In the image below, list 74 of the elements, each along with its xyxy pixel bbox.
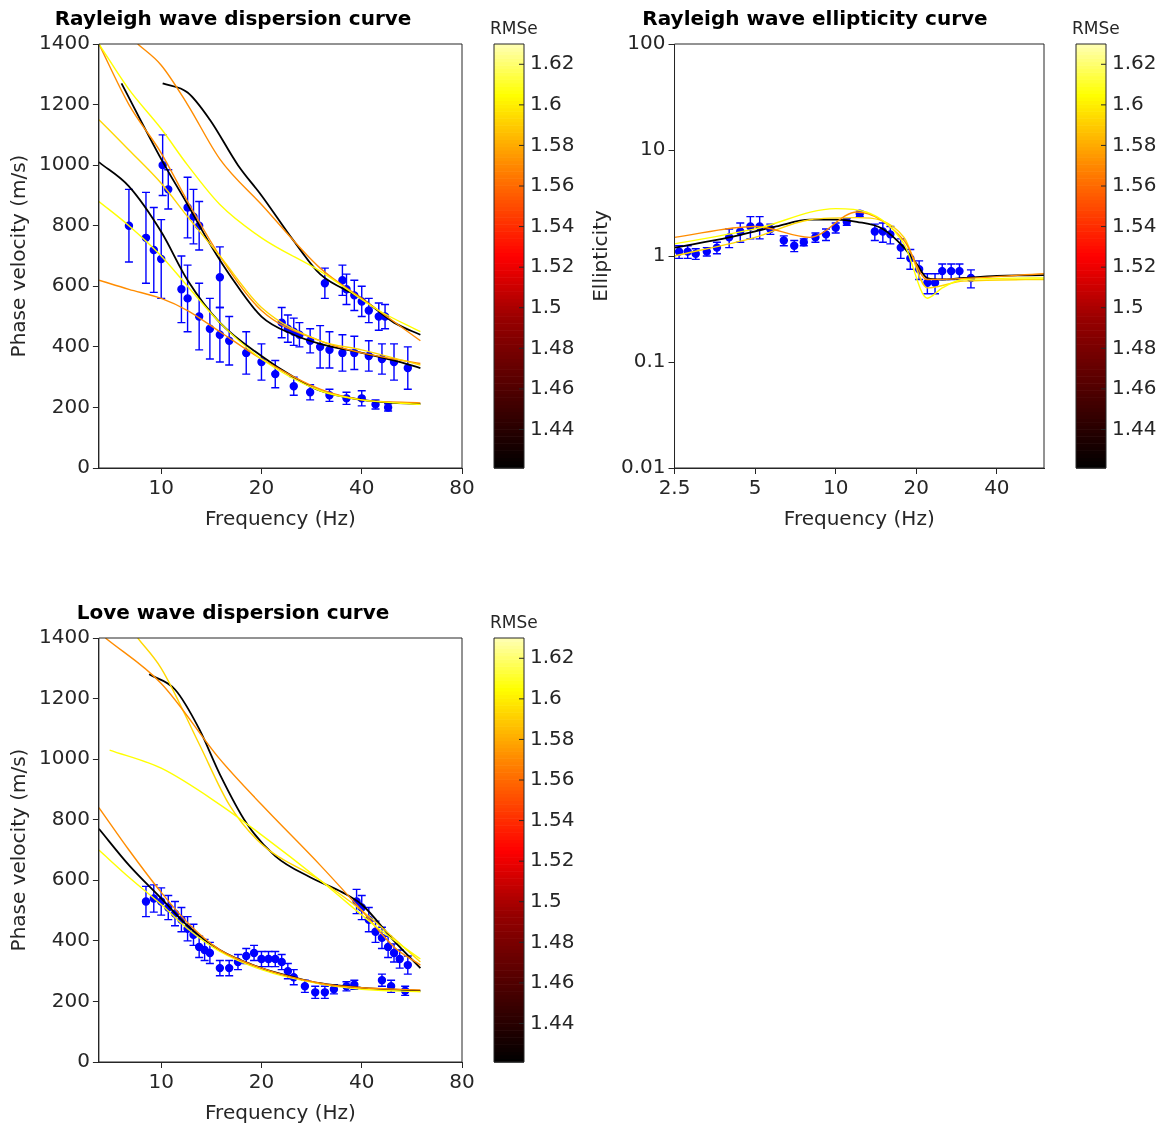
color-bar-label: 1.56 (530, 766, 575, 791)
x-axis-title: Frequency (Hz) (205, 506, 356, 531)
color-bar-label: 1.5 (530, 887, 562, 912)
y-tick-label: 600 (51, 272, 90, 297)
color-bar-label: 1.5 (1112, 293, 1144, 318)
color-bar-label: 1.6 (530, 91, 562, 116)
y-tick-label: 1 (652, 242, 666, 267)
y-tick-label: 0 (77, 1048, 90, 1073)
x-tick-label: 80 (449, 1069, 475, 1094)
y-tick-label: 600 (51, 866, 90, 891)
color-bar-label: 1.5 (530, 293, 562, 318)
y-tick-label: 800 (51, 211, 90, 236)
y-tick-label: 200 (51, 393, 90, 418)
x-tick-label: 80 (449, 475, 475, 500)
color-bar-label: 1.52 (530, 253, 575, 278)
y-axis-title: Ellipticity (588, 210, 613, 302)
y-tick-label: 100 (627, 30, 666, 55)
x-tick-label: 40 (349, 475, 375, 500)
y-tick-label: 1000 (38, 151, 90, 176)
x-tick-label: 20 (248, 475, 275, 500)
color-bar-label: 1.58 (530, 131, 575, 156)
color-bar-label: 1.46 (530, 375, 575, 400)
color-bar-label: 1.62 (530, 644, 575, 669)
color-bar-label: 1.58 (530, 725, 575, 750)
color-bar-title: RMSe (490, 17, 538, 38)
chart-title: Love wave dispersion curve (76, 600, 390, 625)
color-bar-title: RMSe (1072, 17, 1120, 38)
y-tick-label: 1400 (38, 624, 90, 649)
x-tick-label: 10 (822, 475, 849, 500)
y-tick-label: 1200 (38, 684, 90, 709)
color-bar-label: 1.58 (1112, 131, 1157, 156)
y-tick-label: 0 (77, 454, 90, 479)
color-bar-label: 1.46 (1112, 375, 1157, 400)
x-tick-label: 10 (148, 475, 174, 500)
chart-title: Rayleigh wave dispersion curve (54, 6, 412, 31)
x-tick-label: 40 (984, 475, 1010, 500)
x-axis-title: Frequency (Hz) (205, 1100, 356, 1125)
color-bar-label: 1.6 (1112, 91, 1144, 116)
x-tick-label: 20 (903, 475, 930, 500)
color-bar-label: 1.62 (530, 50, 575, 75)
color-bar-label: 1.54 (1112, 212, 1157, 237)
color-bar-label: 1.52 (530, 847, 575, 872)
x-axis-title: Frequency (Hz) (783, 506, 935, 531)
x-tick-label: 20 (248, 1069, 275, 1094)
y-tick-label: 1200 (38, 90, 90, 115)
color-bar-label: 1.62 (1112, 50, 1157, 75)
color-bar-label: 1.54 (530, 212, 575, 237)
color-bar-label: 1.44 (530, 1009, 575, 1034)
x-tick-label: 10 (148, 1069, 174, 1094)
y-tick-label: 200 (51, 987, 90, 1012)
y-tick-label: 0.1 (633, 348, 666, 373)
y-tick-label: 800 (51, 805, 90, 830)
y-tick-label: 400 (51, 927, 90, 952)
x-tick-label: 40 (349, 1069, 375, 1094)
y-axis-title: Phase velocity (m/s) (6, 748, 31, 952)
y-tick-label: 400 (51, 333, 90, 358)
color-bar-label: 1.56 (1112, 172, 1157, 197)
color-bar-label: 1.56 (530, 172, 575, 197)
color-bar-label: 1.44 (1112, 415, 1157, 440)
y-tick-label: 1000 (38, 745, 90, 770)
color-bar-label: 1.44 (530, 415, 575, 440)
color-bar-title: RMSe (490, 611, 538, 632)
color-bar-label: 1.52 (1112, 253, 1157, 278)
color-bar-label: 1.48 (1112, 334, 1157, 359)
color-bar-label: 1.54 (530, 806, 575, 831)
color-bar-label: 1.6 (530, 685, 562, 710)
chart-title: Rayleigh wave ellipticity curve (642, 6, 988, 31)
y-axis-title: Phase velocity (m/s) (6, 154, 31, 358)
y-tick-label: 10 (640, 136, 666, 161)
color-bar-label: 1.48 (530, 928, 575, 953)
x-tick-label: 5 (748, 475, 762, 500)
y-tick-label: 1400 (38, 30, 90, 55)
color-bar-label: 1.48 (530, 334, 575, 359)
color-bar-label: 1.46 (530, 969, 575, 994)
